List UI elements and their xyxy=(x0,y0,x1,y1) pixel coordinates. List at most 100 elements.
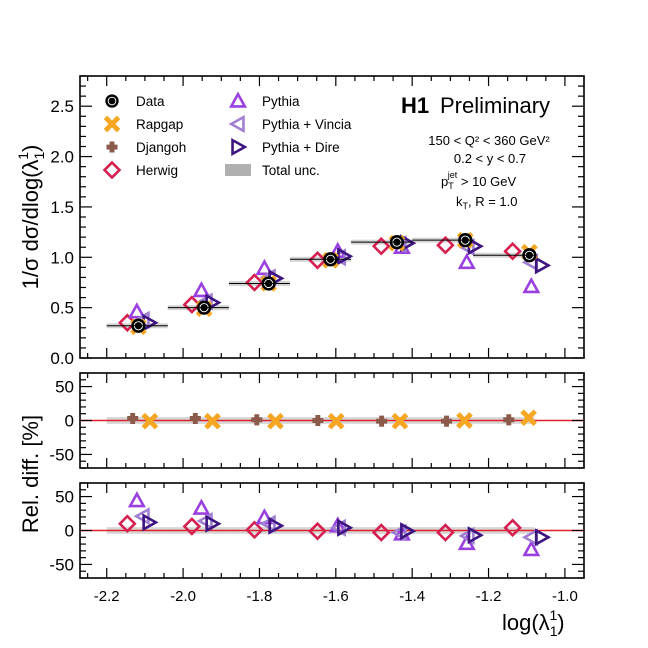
marker-middle-rapgap-0-shape xyxy=(141,412,159,430)
cut-kt: kT, R = 1.0 xyxy=(456,194,518,211)
marker-pythia-1 xyxy=(192,281,211,298)
marker-middle-djangoh-6-shape xyxy=(503,414,515,426)
marker-middle-rapgap-5-shape xyxy=(456,412,473,429)
marker-bottom-herwig-6 xyxy=(503,518,522,538)
x-tick-label-0: -2.2 xyxy=(94,588,120,605)
x-axis-title-sub: 1 xyxy=(550,623,558,639)
marker-middle-djangoh-3-shape xyxy=(312,414,324,427)
y-tick-label-bottom-1: 0 xyxy=(65,522,74,541)
marker-middle-djangoh-1-shape xyxy=(189,412,201,424)
marker-bottom-pythia-dire-0-shape xyxy=(142,513,159,532)
legend-marker-rapgap-shape xyxy=(103,115,121,133)
marker-pythia-2-shape xyxy=(255,258,274,276)
marker-bottom-pythia-vincia-2-shape xyxy=(259,514,276,533)
marker-herwig-5-shape xyxy=(436,235,455,255)
marker-bottom-pythia-dire-3 xyxy=(337,518,354,537)
marker-bottom-herwig-6-shape xyxy=(503,518,522,538)
marker-bottom-pythia-dire-6 xyxy=(534,528,552,547)
marker-bottom-herwig-3 xyxy=(308,521,327,541)
cut-y: 0.2 < y < 0.7 xyxy=(454,151,526,166)
marker-pythia-dire-6-shape xyxy=(534,256,552,275)
legend-label-pythia-dire: Pythia + Dire xyxy=(262,140,340,155)
cut-pt: pTjet > 10 GeV xyxy=(441,170,516,191)
marker-pythia-5 xyxy=(457,252,476,270)
marker-pythia-0 xyxy=(127,302,146,319)
marker-pythia-6 xyxy=(522,276,541,294)
marker-bottom-pythia-vincia-1-shape xyxy=(196,511,213,531)
marker-bottom-pythia-dire-2-shape xyxy=(268,516,285,535)
marker-middle-djangoh-5-shape xyxy=(441,415,453,427)
marker-bottom-pythia-vincia-2 xyxy=(259,514,276,533)
marker-bottom-pythia-1 xyxy=(192,498,211,515)
marker-middle-djangoh-4-shape xyxy=(376,415,388,427)
legend-marker-djangoh xyxy=(106,141,118,153)
marker-middle-djangoh-0 xyxy=(127,412,139,424)
marker-pythia-dire-6 xyxy=(534,256,552,275)
marker-middle-djangoh-3 xyxy=(312,414,324,427)
marker-herwig-1 xyxy=(182,295,202,314)
marker-bottom-herwig-4 xyxy=(371,523,391,542)
marker-bottom-pythia-vincia-5 xyxy=(458,526,475,545)
marker-middle-rapgap-3-shape xyxy=(327,412,345,430)
marker-herwig-3-shape xyxy=(308,250,327,270)
marker-bottom-herwig-1-shape xyxy=(182,517,202,536)
marker-bottom-pythia-vincia-0 xyxy=(133,507,150,526)
y-tick-label-top-4: 2.0 xyxy=(50,148,74,167)
marker-bottom-pythia-vincia-1 xyxy=(196,511,213,531)
marker-middle-rapgap-1-shape xyxy=(204,412,221,430)
marker-bottom-pythia-dire-3-shape xyxy=(337,518,354,537)
marker-middle-rapgap-0 xyxy=(141,412,159,430)
y-axis-title-pre: 1/σ dσ/dlog(λ xyxy=(18,159,43,289)
y-tick-label-top-3: 1.5 xyxy=(50,198,74,217)
marker-middle-djangoh-4 xyxy=(376,415,388,427)
legend: Data Rapgap Djangoh Herwig Pythia Pythia + Vi… xyxy=(102,91,352,180)
legend-marker-pythia-shape xyxy=(228,91,248,108)
marker-bottom-herwig-0 xyxy=(118,514,137,534)
marker-herwig-6 xyxy=(503,241,522,261)
legend-label-data: Data xyxy=(136,94,165,109)
marker-bottom-herwig-4-shape xyxy=(371,523,391,542)
x-tick-label-2: -1.8 xyxy=(247,588,273,605)
marker-bottom-pythia-dire-2 xyxy=(268,516,285,535)
legend-marker-djangoh-shape xyxy=(106,141,118,153)
x-axis-title-post: ) xyxy=(557,610,564,635)
legend-marker-pythia-dire xyxy=(231,137,248,157)
marker-bottom-pythia-vincia-5-shape xyxy=(458,526,475,545)
marker-bottom-herwig-3-shape xyxy=(308,521,327,541)
marker-bottom-herwig-0-shape xyxy=(118,514,137,534)
x-tick-label-5: -1.2 xyxy=(476,588,502,605)
legend-label-rapgap: Rapgap xyxy=(136,117,183,132)
y-tick-label-middle-1: 0 xyxy=(65,412,74,431)
legend-label-pythia: Pythia xyxy=(262,94,300,109)
marker-bottom-pythia-1-shape xyxy=(192,498,211,515)
y-tick-label-bottom-2: 50 xyxy=(55,488,74,507)
marker-middle-djangoh-1 xyxy=(189,412,201,424)
marker-herwig-2 xyxy=(245,273,264,292)
legend-swatch-total-unc xyxy=(225,164,251,176)
preliminary-label: Preliminary xyxy=(440,93,550,118)
marker-herwig-4-shape xyxy=(371,236,391,256)
marker-herwig-6-shape xyxy=(503,241,522,261)
marker-middle-djangoh-5 xyxy=(441,415,453,427)
legend-marker-data-ring xyxy=(107,96,117,106)
marker-bottom-pythia-dire-6-shape xyxy=(534,528,552,547)
marker-pythia-2 xyxy=(255,258,274,276)
marker-bottom-herwig-2-shape xyxy=(245,520,264,540)
y-axis-title-sup: 1 xyxy=(15,152,31,160)
marker-middle-rapgap-6-shape xyxy=(520,409,537,427)
marker-bottom-pythia-dire-0 xyxy=(142,513,159,532)
marker-middle-rapgap-4-shape xyxy=(391,412,409,430)
marker-herwig-1-shape xyxy=(182,295,202,314)
legend-label-djangoh: Djangoh xyxy=(136,140,186,155)
marker-pythia-1-shape xyxy=(192,281,211,298)
marker-middle-rapgap-6 xyxy=(520,409,537,427)
marker-bottom-pythia-dire-5 xyxy=(467,526,484,545)
y-axis-title-reldiff: Rel. diff. [%] xyxy=(18,415,43,533)
marker-middle-rapgap-5 xyxy=(456,412,473,429)
cut-q2: 150 < Q² < 360 GeV² xyxy=(428,133,550,148)
marker-herwig-2-shape xyxy=(245,273,264,292)
marker-bottom-pythia-dire-4 xyxy=(400,522,417,541)
marker-bottom-pythia-vincia-0-shape xyxy=(133,507,150,526)
legend-marker-pythia-dire-shape xyxy=(231,137,248,157)
